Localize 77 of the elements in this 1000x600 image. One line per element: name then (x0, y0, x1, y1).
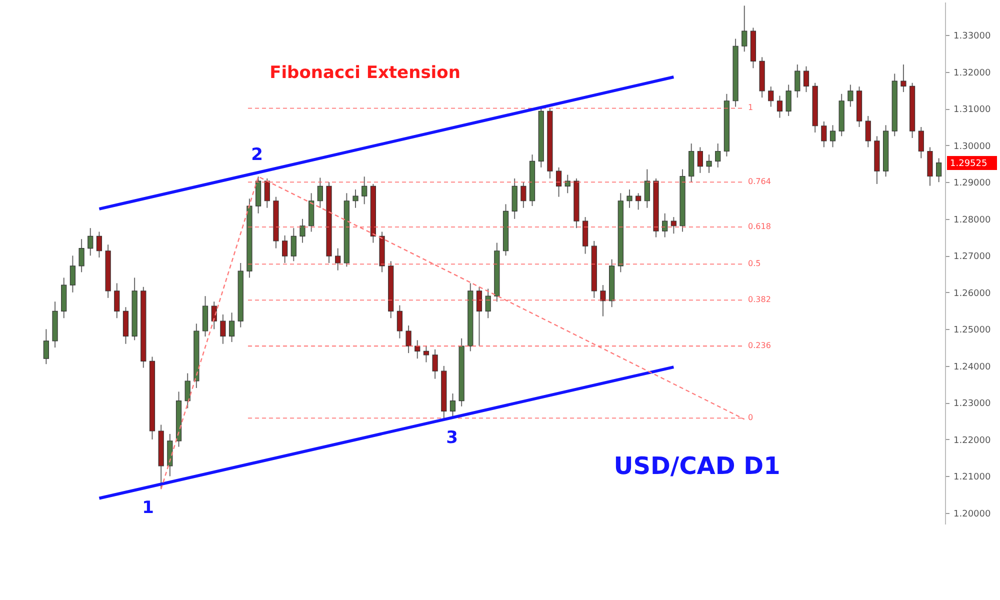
candlestick (936, 158, 942, 183)
candlestick (362, 176, 368, 205)
annotation: 0.382 (748, 295, 771, 304)
candlestick (228, 312, 235, 343)
candlestick (184, 372, 190, 409)
annotation: 1 (748, 103, 754, 112)
annotation: 0.764 (748, 177, 771, 186)
y-tick-label: 1.32000 (954, 68, 991, 78)
candlestick (662, 212, 668, 238)
candlestick (670, 216, 676, 234)
annotation: 3 (446, 428, 458, 448)
candlestick (335, 248, 341, 271)
candlestick (352, 188, 358, 208)
candlestick (264, 178, 270, 208)
y-tick-label: 1.33000 (954, 32, 991, 42)
candlestick (556, 166, 562, 198)
annotation: 0.618 (748, 222, 771, 231)
candlestick (776, 95, 783, 118)
candlestick (43, 328, 49, 365)
y-tick-label: 1.20000 (954, 509, 991, 520)
candlestick (78, 238, 84, 273)
annotation: 0.236 (748, 341, 771, 350)
candlestick (830, 124, 836, 148)
candlestick (626, 188, 632, 208)
y-tick-label: 1.22000 (954, 436, 991, 446)
candlestick (450, 393, 456, 418)
candlestick (794, 64, 800, 98)
candlestick (70, 255, 76, 293)
candlestick (114, 282, 120, 319)
y-tick-label: 1.23000 (954, 399, 991, 410)
candlestick (300, 218, 306, 244)
candlestick (317, 177, 323, 208)
candlestick (803, 66, 810, 93)
candlestick (900, 64, 906, 93)
candlestick (406, 324, 412, 354)
candlestick (485, 288, 491, 319)
annotation: 1 (142, 498, 154, 518)
candlestick (290, 228, 296, 262)
candlestick (220, 314, 226, 344)
annotation: 0.5 (748, 259, 761, 268)
y-tick-label: 1.21000 (954, 472, 991, 483)
candlestick (821, 120, 827, 148)
candlestick (715, 143, 721, 168)
candlestick (476, 286, 482, 346)
y-tick-label: 1.27000 (954, 252, 991, 262)
y-tick-label: 1.28000 (954, 215, 991, 226)
y-tick-label: 1.26000 (954, 288, 991, 299)
candlestick (282, 234, 288, 264)
annotation: Fibonacci Extension (270, 63, 460, 83)
candlestick (88, 228, 94, 256)
candlestick (918, 126, 924, 159)
candlestick (644, 168, 650, 208)
candlestick (432, 348, 438, 380)
candlestick (520, 182, 526, 208)
y-tick-label: 1.25000 (954, 326, 991, 336)
candlestick (600, 284, 606, 317)
candlestick (697, 146, 703, 174)
annotation: 0 (748, 413, 754, 422)
candlestick (786, 84, 792, 116)
candlestick (211, 301, 217, 330)
y-tick-label: 1.31000 (954, 105, 991, 116)
candlestick (396, 304, 402, 339)
y-tick-label: 1.24000 (954, 362, 991, 372)
candlestick (865, 115, 871, 148)
candlestick (564, 174, 570, 194)
annotation: USD/CAD D1 (614, 452, 780, 480)
annotation: 2 (251, 145, 263, 165)
candlestick (423, 345, 430, 363)
y-tick-label: 1.29000 (954, 178, 991, 189)
candlestick (768, 86, 774, 108)
candlestick (742, 5, 748, 52)
candlestick (848, 84, 854, 108)
candlestick (706, 154, 712, 174)
candlestick (96, 231, 102, 258)
text: 1.29525 (950, 159, 988, 169)
candlestick (636, 192, 642, 210)
y-tick-label: 1.30000 (954, 142, 991, 152)
